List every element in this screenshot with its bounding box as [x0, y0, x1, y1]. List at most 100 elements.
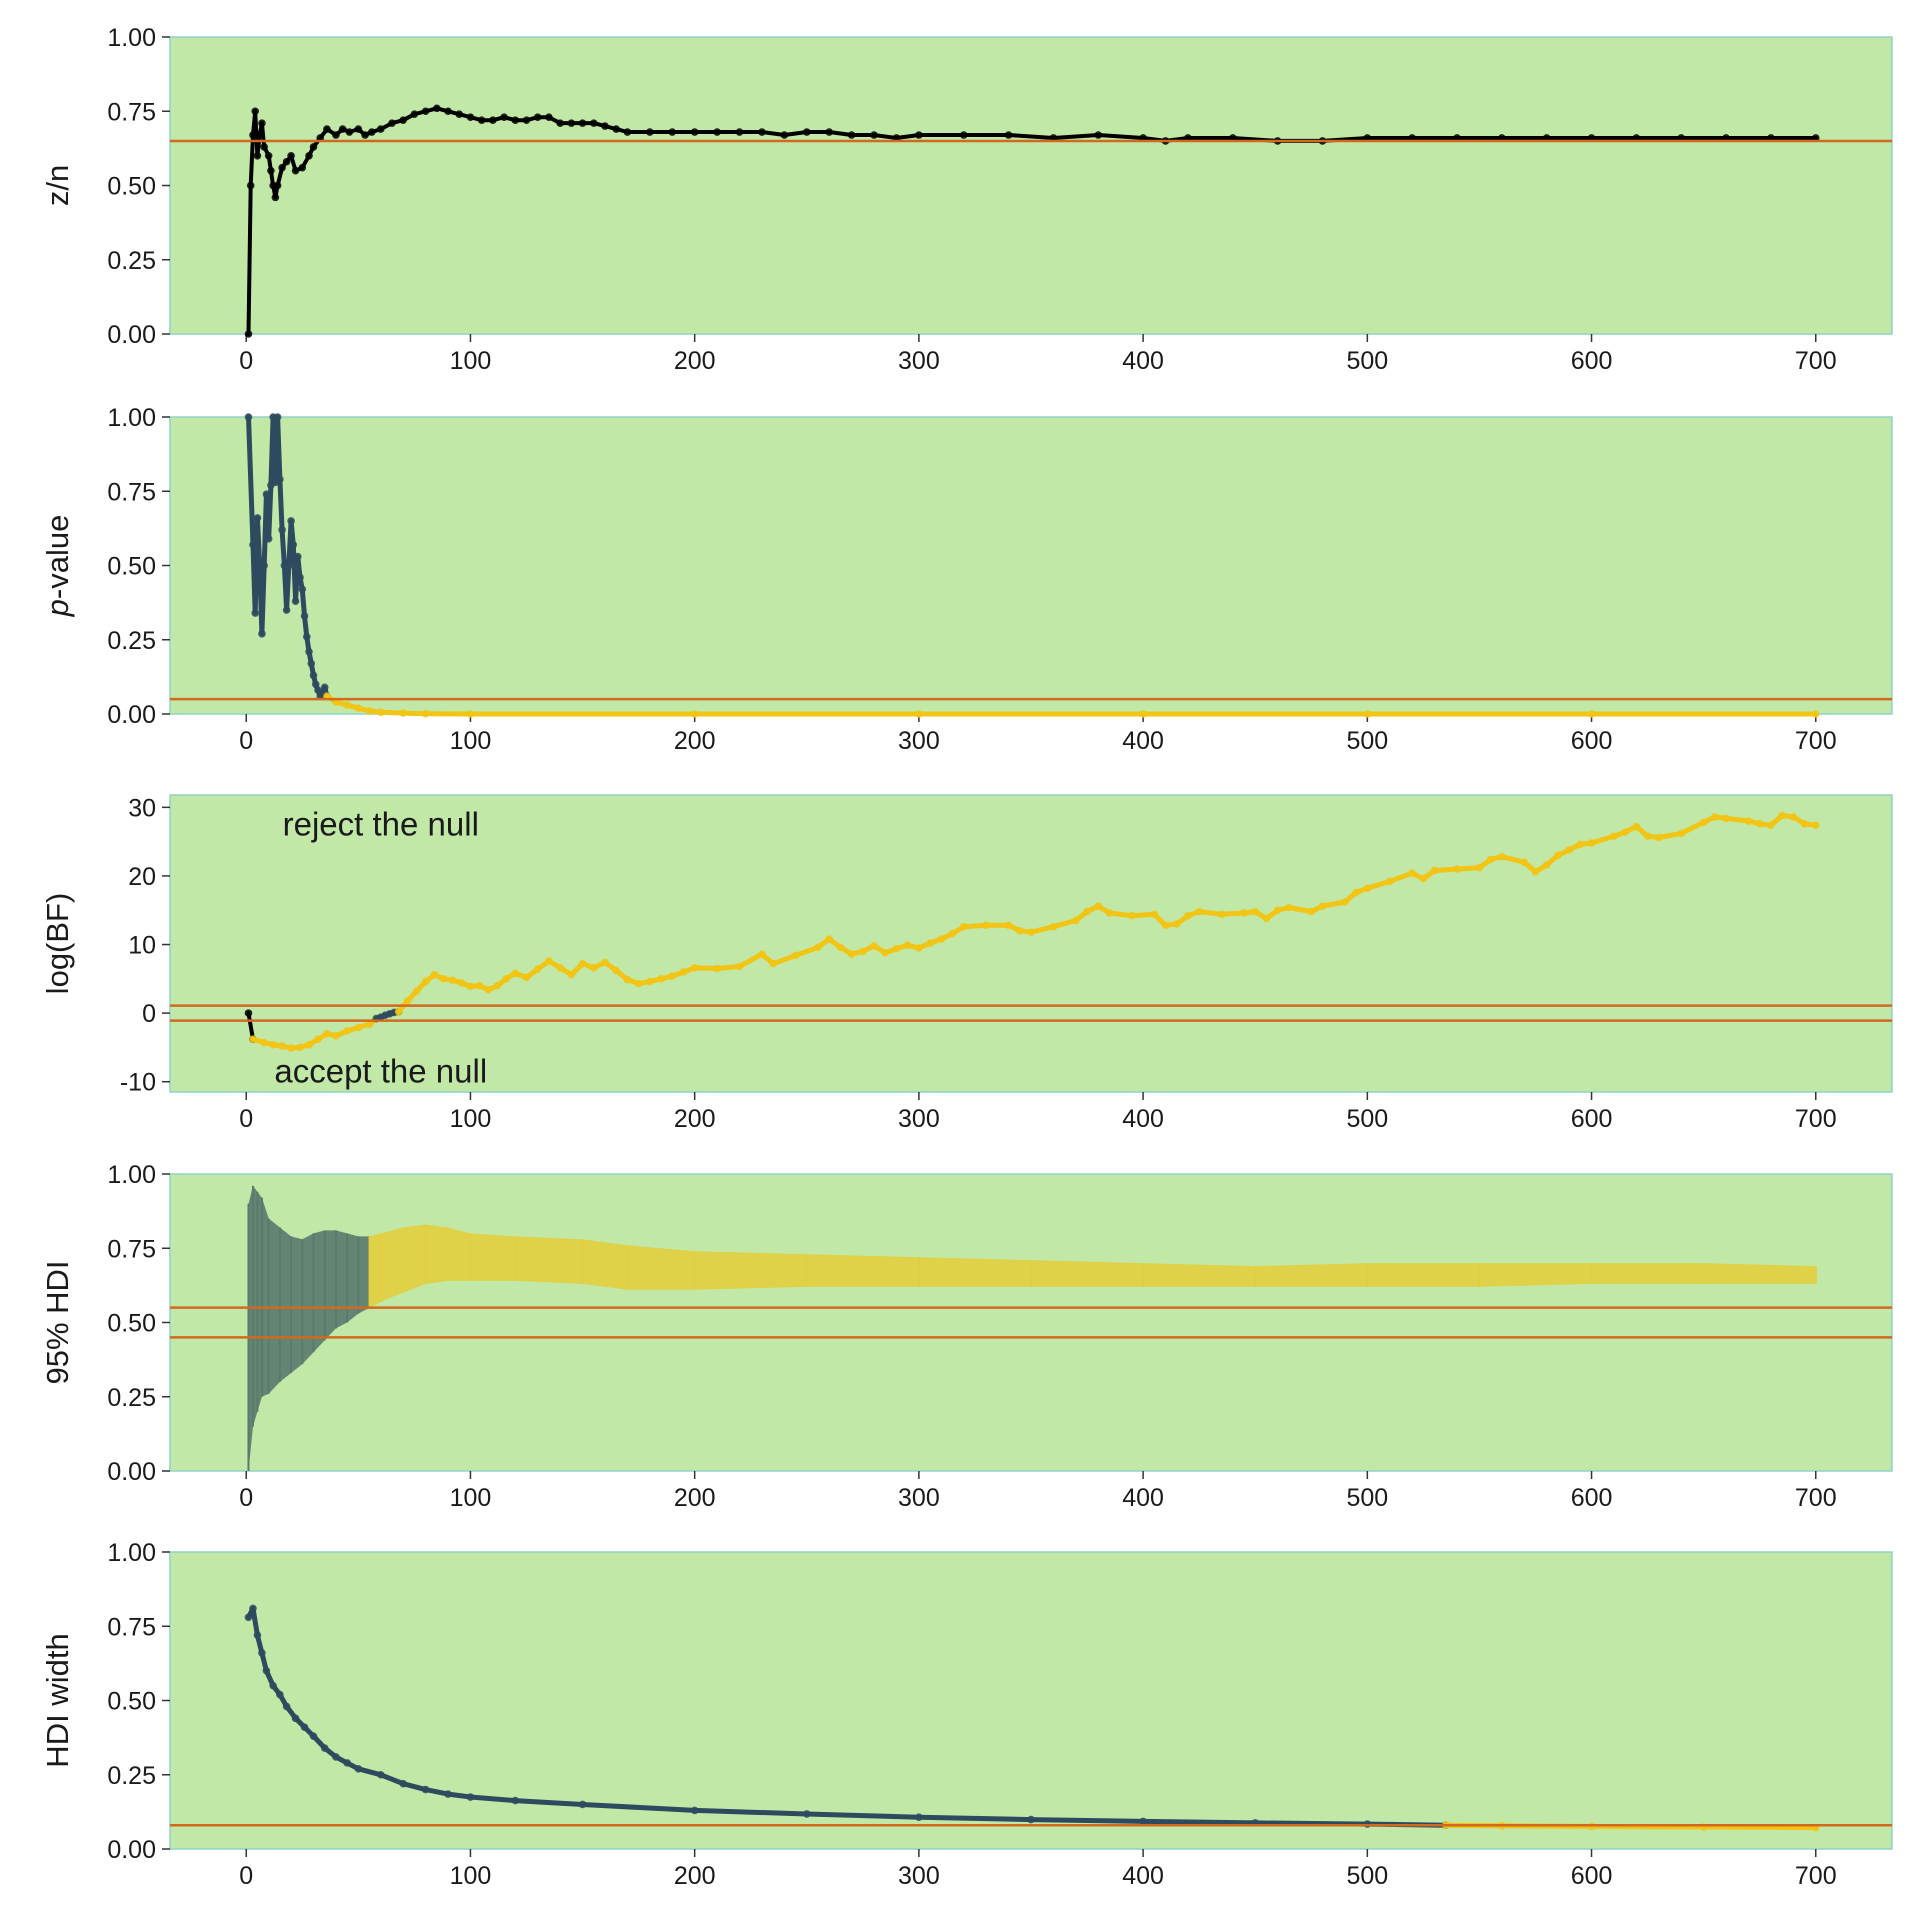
data-point — [249, 1604, 257, 1613]
data-point — [484, 985, 493, 994]
data-point — [1408, 869, 1416, 877]
y-tick-label: 0.75 — [107, 1613, 156, 1641]
data-point — [511, 116, 520, 124]
x-tick-label: 300 — [898, 1862, 940, 1890]
data-point — [388, 119, 396, 127]
data-point — [343, 701, 351, 709]
data-point — [589, 119, 598, 127]
x-tick-label: 100 — [450, 1105, 492, 1133]
data-point — [1363, 710, 1372, 718]
data-point — [1486, 855, 1495, 864]
x-tick-label: 0 — [239, 1862, 253, 1890]
x-tick-label: 300 — [898, 1484, 940, 1512]
data-point — [1027, 1815, 1035, 1824]
data-point — [1027, 928, 1035, 936]
data-point — [903, 941, 912, 950]
data-point — [296, 573, 304, 582]
data-point — [282, 606, 291, 614]
series-line-black — [246, 1011, 255, 1042]
data-point — [601, 122, 609, 130]
x-tick-label: 600 — [1571, 1105, 1613, 1133]
data-point — [1587, 839, 1596, 847]
data-point — [847, 950, 856, 958]
data-point — [269, 1681, 277, 1690]
x-tick-label: 100 — [450, 727, 492, 755]
data-point — [1161, 921, 1170, 930]
x-tick-label: 0 — [239, 1105, 253, 1133]
data-point — [690, 964, 699, 972]
data-point — [612, 966, 620, 975]
x-tick-label: 400 — [1122, 347, 1164, 375]
data-point — [533, 113, 542, 121]
data-point — [300, 1723, 309, 1732]
x-tick-label: 500 — [1346, 1484, 1388, 1512]
data-point — [679, 968, 688, 976]
data-point — [1004, 131, 1013, 139]
x-tick-label: 600 — [1571, 727, 1613, 755]
data-point — [668, 972, 677, 980]
data-point — [309, 1732, 318, 1740]
data-point — [545, 957, 553, 965]
data-point — [282, 157, 291, 166]
y-tick-label: 1.00 — [107, 1539, 156, 1567]
y-tick-label: 0.50 — [107, 1688, 156, 1716]
y-axis-label: p-value — [40, 515, 75, 618]
x-tick-label: 500 — [1346, 1105, 1388, 1133]
hdi-band-dark — [248, 1185, 370, 1471]
data-point — [448, 976, 457, 984]
data-point — [332, 1753, 340, 1761]
y-axis-label: z/n — [40, 165, 75, 206]
data-point — [578, 119, 587, 127]
y-tick-label: 0 — [142, 1000, 156, 1028]
data-point — [421, 709, 430, 718]
data-point — [273, 181, 282, 190]
data-point — [433, 104, 441, 113]
data-point — [881, 948, 890, 957]
data-point — [982, 921, 990, 930]
data-point — [466, 113, 475, 121]
data-point — [859, 947, 867, 956]
data-point — [533, 965, 542, 974]
x-tick-label: 700 — [1795, 1862, 1837, 1890]
data-point — [1352, 888, 1360, 897]
data-point — [1800, 820, 1809, 828]
data-point — [612, 125, 620, 133]
y-tick-label: 0.75 — [107, 478, 156, 506]
data-point — [578, 959, 587, 968]
annotation-text: reject the null — [283, 805, 479, 842]
data-point — [361, 131, 369, 139]
data-point — [311, 680, 320, 689]
data-point — [1576, 840, 1585, 849]
y-tick-label: 0.25 — [107, 627, 156, 655]
data-point — [455, 110, 464, 119]
data-point — [253, 514, 262, 522]
y-tick-label: -10 — [120, 1069, 156, 1097]
data-point — [1419, 874, 1428, 883]
y-axis-label-rest: -value — [40, 515, 75, 599]
x-tick-label: 600 — [1571, 1862, 1613, 1890]
data-point — [430, 970, 439, 979]
data-point — [444, 1790, 452, 1798]
x-tick-label: 500 — [1346, 727, 1388, 755]
x-tick-label: 300 — [898, 1105, 940, 1133]
data-point — [300, 612, 309, 620]
y-tick-label: 0.50 — [107, 553, 156, 581]
data-point — [1755, 820, 1764, 828]
data-point — [1318, 902, 1327, 910]
data-point — [1385, 877, 1394, 886]
data-point — [502, 975, 511, 983]
x-tick-label: 400 — [1122, 1862, 1164, 1890]
x-tick-label: 500 — [1346, 1862, 1388, 1890]
y-tick-label: 0.75 — [107, 1235, 156, 1263]
data-point — [959, 922, 968, 931]
data-point — [258, 1649, 266, 1657]
data-point — [1139, 710, 1147, 718]
data-point — [1015, 927, 1024, 935]
data-point — [758, 128, 766, 136]
data-point — [646, 128, 654, 136]
data-point — [269, 1040, 277, 1049]
data-point — [309, 671, 318, 680]
data-point — [260, 143, 268, 151]
data-point — [376, 1770, 385, 1779]
